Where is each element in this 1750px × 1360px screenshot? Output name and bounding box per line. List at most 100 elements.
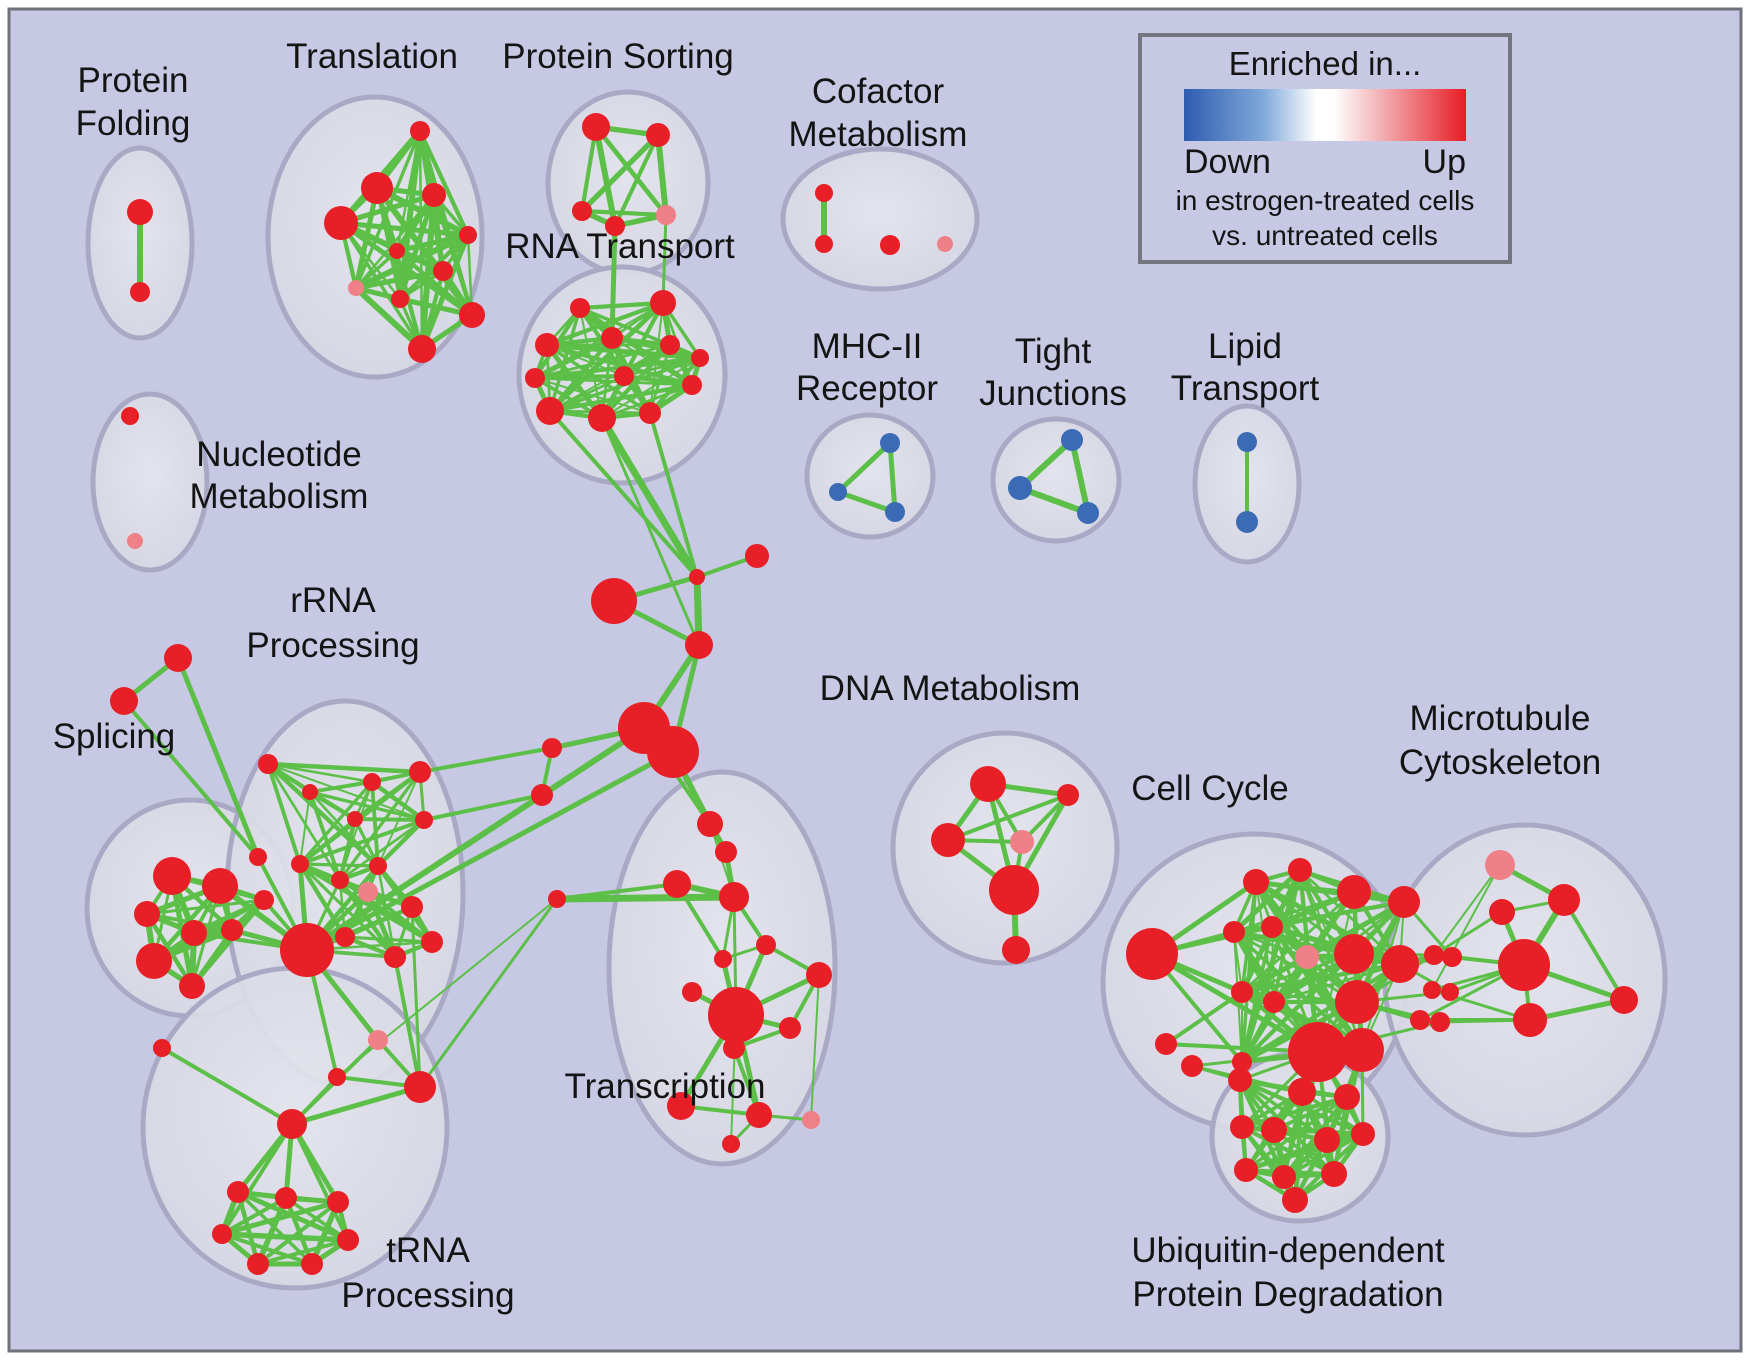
node-cc7 [1334, 934, 1374, 974]
edge-tl4-tl9 [466, 233, 474, 317]
node-mh2 [885, 502, 905, 522]
node-tn2 [227, 1181, 249, 1203]
node-ps2 [572, 201, 592, 221]
edge-h7-rr5 [422, 793, 544, 822]
node-ub0 [1228, 1068, 1252, 1092]
node-mt2 [1489, 899, 1515, 925]
node-tr4 [756, 935, 776, 955]
edge-mh1-mh2 [835, 489, 898, 515]
node-dn1 [1057, 784, 1079, 806]
edge-sp2-sp7 [145, 898, 266, 916]
node-h6 [542, 738, 562, 758]
edge-tr7-tr13 [810, 974, 820, 1121]
node-mt8 [1410, 1010, 1430, 1030]
node-cc11 [1335, 980, 1379, 1024]
node-tr8 [708, 987, 764, 1043]
node-cc17 [1430, 1012, 1450, 1032]
edge-mt1-mt4 [1562, 898, 1626, 1002]
cluster-label-lipid-transport-line1: Lipid [1208, 327, 1282, 366]
node-tn1 [153, 1039, 171, 1057]
cluster-label-rna-transport-line1: RNA Transport [505, 227, 735, 266]
node-tr9 [779, 1017, 801, 1039]
node-tr5 [714, 950, 732, 968]
edge-tl0-tl4 [417, 128, 471, 238]
node-mt0 [1485, 850, 1515, 880]
node-rt0 [570, 298, 590, 318]
edge-tl5-tl7 [354, 249, 399, 290]
node-pf0 [127, 199, 153, 225]
node-rr17 [404, 1071, 436, 1103]
node-tn5 [212, 1224, 232, 1244]
node-rt1 [650, 290, 676, 316]
node-ps0 [582, 113, 610, 141]
cluster-label-tight-junctions-line1: Tight [1015, 332, 1092, 371]
edge-rt5-rt10 [601, 357, 701, 419]
legend-subtitle-line1: in estrogen-treated cells [1175, 185, 1475, 216]
node-tl1 [361, 172, 393, 204]
node-sp2 [134, 901, 160, 927]
edge-tn0-tn8 [290, 1122, 350, 1242]
edge-rr5-rr6 [298, 818, 426, 866]
node-rt3 [601, 327, 623, 349]
node-cc14 [1232, 1052, 1252, 1072]
node-cc5 [1261, 916, 1283, 938]
node-tl3 [324, 206, 358, 240]
cluster-label-nucleotide-metabolism-line1: Nucleotide [196, 435, 361, 474]
node-cf3 [937, 236, 953, 252]
cluster-label-mhc-ii-receptor-line1: MHC-II [812, 327, 923, 366]
edge-cc5-cc9 [1240, 925, 1274, 994]
edge-tl2-tl7 [354, 193, 436, 290]
edge-rt10-h0 [598, 414, 701, 581]
node-cf1 [815, 235, 833, 253]
cluster-label-nucleotide-metabolism-line2: Metabolism [190, 477, 369, 516]
edge-tl7-tl10 [353, 285, 425, 352]
node-h5 [647, 726, 699, 778]
legend-subtitle-line2: vs. untreated cells [1212, 220, 1438, 251]
cluster-label-cell-cycle-line1: Cell Cycle [1131, 769, 1289, 808]
edge-rt10-h3 [600, 416, 701, 647]
node-tn7 [301, 1253, 323, 1275]
legend-box: Enriched in... Down Up in estrogen-treat… [1138, 33, 1512, 264]
node-cc2 [1337, 875, 1371, 909]
node-sp0 [153, 857, 191, 895]
node-cc8 [1381, 945, 1419, 983]
edge-tn5-tn8 [219, 1231, 351, 1243]
edge-ub6-ub7 [1243, 1131, 1366, 1173]
edge-cc10-cc14 [1240, 1000, 1276, 1064]
node-pf1 [130, 282, 150, 302]
node-mh0 [880, 433, 900, 453]
node-ub2 [1334, 1084, 1360, 1110]
node-cs [1155, 1033, 1177, 1055]
node-dn2 [931, 823, 965, 857]
edge-rr1-rr5 [308, 790, 426, 822]
cluster-label-ubiquitin-degradation-line2: Protein Degradation [1132, 1275, 1443, 1314]
edge-ps2-ps4 [579, 208, 669, 218]
node-rr7 [331, 871, 349, 889]
edge-dn1-dn2 [946, 793, 1070, 842]
node-sp7 [254, 890, 274, 910]
node-t2 [249, 848, 267, 866]
node-rr10 [358, 882, 378, 902]
edge-rr6-rr8 [298, 862, 380, 868]
node-tl2 [422, 183, 446, 207]
node-nm0 [121, 407, 139, 425]
node-h2 [591, 578, 637, 624]
node-rt8 [682, 375, 702, 395]
edge-tl3-tl10 [339, 221, 424, 351]
cluster-label-lipid-transport-line2: Transport [1171, 369, 1320, 408]
node-cc10 [1263, 991, 1285, 1013]
node-tn4 [327, 1191, 349, 1213]
edge-ps1-ps3 [612, 132, 661, 229]
node-nm1 [127, 533, 143, 549]
edge-rr1-rr4 [307, 789, 358, 822]
cluster-label-microtubule-cytoskeleton-line1: Microtubule [1410, 699, 1591, 738]
cluster-label-cofactor-metabolism-line2: Metabolism [789, 115, 968, 154]
edge-rr11-rr12 [342, 904, 415, 940]
edge-mt6-mt2 [1432, 910, 1504, 957]
edge-mt0-mt6 [1433, 864, 1501, 956]
node-mt3 [1498, 939, 1550, 991]
edge-tn0-rr17 [289, 1084, 423, 1127]
node-lt0 [1237, 432, 1257, 452]
edge-rr4-rr7 [337, 816, 358, 883]
